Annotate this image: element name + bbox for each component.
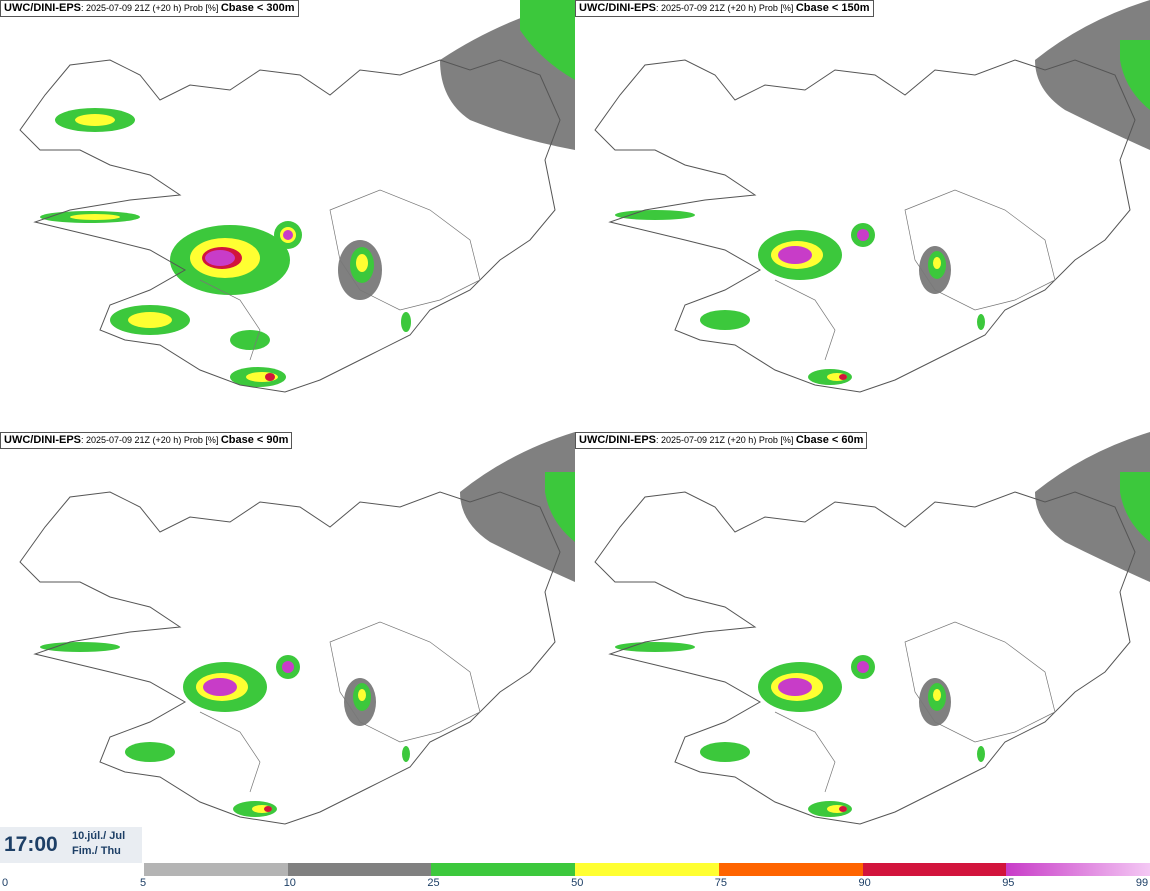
run-info: : 2025-07-09 21Z (+20 h) Prob [%] [656, 435, 794, 445]
probability-map [19, 432, 575, 825]
legend-swatch [144, 863, 288, 876]
legend-label: 90 [858, 877, 871, 889]
panel-title: UWC/DINI-EPS: 2025-07-09 21Z (+20 h) Pro… [0, 0, 299, 17]
color-legend [144, 863, 1150, 876]
panel-title: UWC/DINI-EPS: 2025-07-09 21Z (+20 h) Pro… [0, 432, 293, 449]
map-panel-cbase-300m: UWC/DINI-EPS: 2025-07-09 21Z (+20 h) Pro… [0, 0, 575, 430]
probability-map [19, 0, 575, 393]
legend-swatch [718, 863, 863, 876]
probability-map [594, 0, 1150, 393]
legend-swatch [575, 863, 719, 876]
run-info: : 2025-07-09 21Z (+20 h) Prob [%] [81, 435, 219, 445]
valid-weekday: Fim./ Thu [72, 845, 121, 857]
variable-name: Cbase < 300m [220, 2, 295, 14]
legend-label: 75 [714, 877, 728, 889]
variable-name: Cbase < 60m [795, 434, 864, 446]
map-panel-cbase-150m: UWC/DINI-EPS: 2025-07-09 21Z (+20 h) Pro… [575, 0, 1150, 430]
map-panel-cbase-90m: UWC/DINI-EPS: 2025-07-09 21Z (+20 h) Pro… [0, 432, 575, 862]
probability-map [594, 432, 1150, 825]
map-panel-cbase-60m: UWC/DINI-EPS: 2025-07-09 21Z (+20 h) Pro… [575, 432, 1150, 862]
legend-label: 10 [283, 877, 296, 889]
panel-title: UWC/DINI-EPS: 2025-07-09 21Z (+20 h) Pro… [575, 0, 874, 17]
model-name: UWC/DINI-EPS [4, 2, 81, 14]
variable-name: Cbase < 90m [220, 434, 289, 446]
valid-time: 17:00 [4, 833, 58, 856]
legend-swatch [862, 863, 1007, 876]
legend-swatch [1006, 863, 1150, 876]
model-name: UWC/DINI-EPS [4, 434, 81, 446]
legend-label: 50 [571, 877, 584, 889]
run-info: : 2025-07-09 21Z (+20 h) Prob [%] [656, 3, 794, 13]
legend-swatch [431, 863, 576, 876]
valid-date: 10.júl./ Jul [72, 830, 126, 842]
run-info: : 2025-07-09 21Z (+20 h) Prob [%] [81, 3, 219, 13]
variable-name: Cbase < 150m [795, 2, 870, 14]
valid-time-box: 17:00 10.júl./ Jul Fim./ Thu [0, 827, 142, 863]
legend-swatch [287, 863, 432, 876]
model-name: UWC/DINI-EPS [579, 2, 656, 14]
model-name: UWC/DINI-EPS [579, 434, 656, 446]
panel-title: UWC/DINI-EPS: 2025-07-09 21Z (+20 h) Pro… [575, 432, 868, 449]
legend-label: 95 [1002, 877, 1015, 889]
legend-label: 99 [1135, 877, 1149, 889]
legend-label: 25 [427, 877, 440, 889]
legend-label: 0 [2, 877, 9, 889]
legend-label: 5 [140, 877, 147, 889]
